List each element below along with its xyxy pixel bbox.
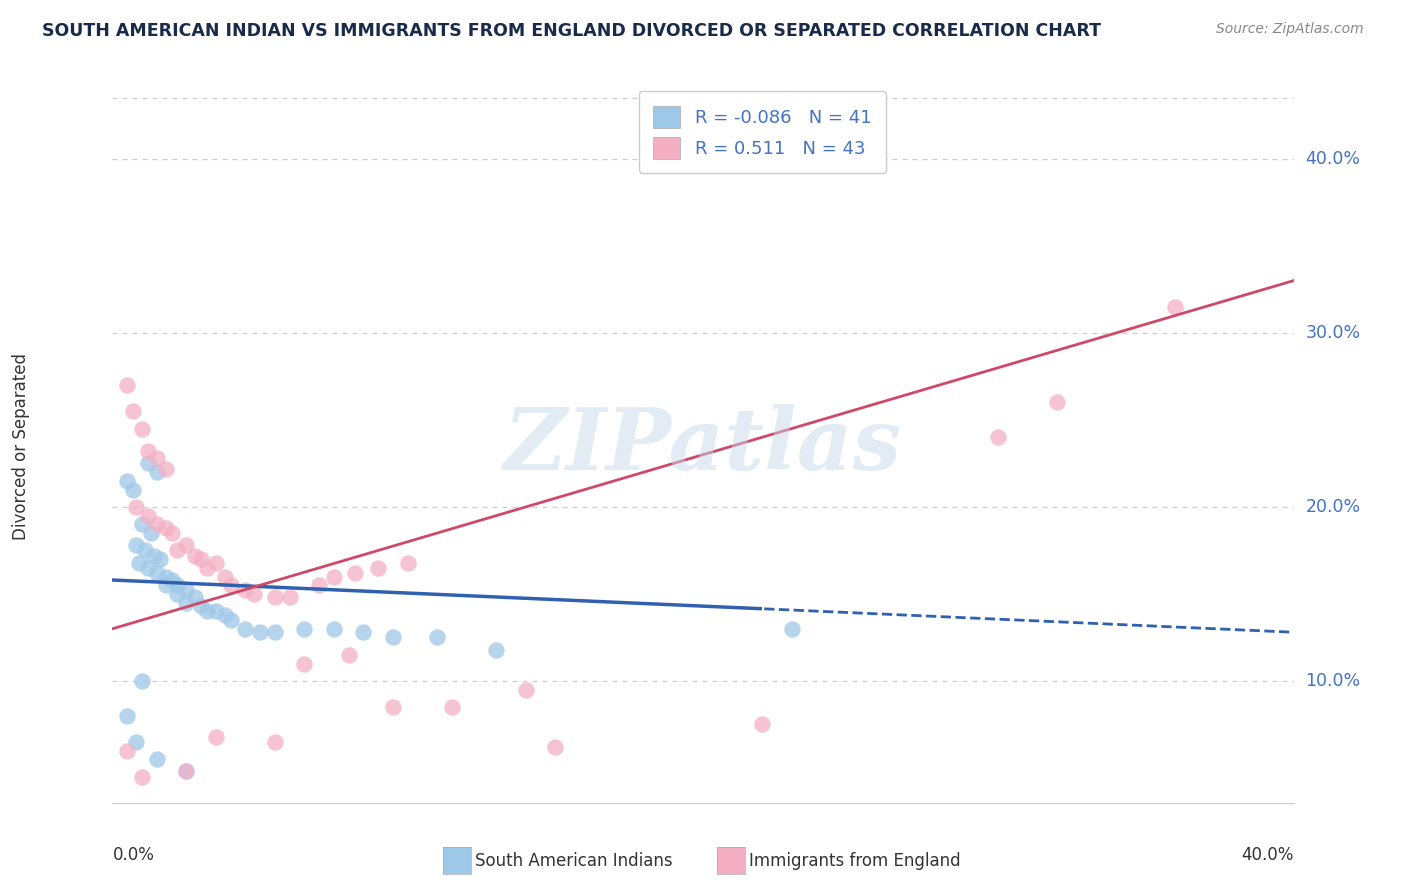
- Point: [160, 526, 183, 541]
- Text: Divorced or Separated: Divorced or Separated: [11, 352, 30, 540]
- Point: [149, 552, 172, 566]
- Legend: R = -0.086   N = 41, R = 0.511   N = 43: R = -0.086 N = 41, R = 0.511 N = 43: [638, 91, 886, 173]
- Point: [131, 673, 153, 688]
- Point: [146, 451, 169, 466]
- Point: [174, 764, 197, 779]
- Text: Source: ZipAtlas.com: Source: ZipAtlas.com: [1216, 22, 1364, 37]
- Point: [131, 517, 153, 532]
- Point: [205, 556, 228, 570]
- Point: [308, 578, 330, 592]
- Point: [160, 573, 183, 587]
- Point: [233, 622, 256, 636]
- Text: Immigrants from England: Immigrants from England: [749, 852, 962, 870]
- Point: [382, 700, 405, 714]
- Point: [174, 583, 197, 598]
- Point: [136, 457, 159, 471]
- Point: [155, 569, 177, 583]
- Text: 40.0%: 40.0%: [1241, 847, 1294, 864]
- Point: [117, 474, 138, 488]
- Point: [323, 622, 346, 636]
- Point: [142, 549, 165, 563]
- Point: [780, 622, 803, 636]
- Point: [139, 526, 162, 541]
- Point: [343, 566, 366, 580]
- Point: [292, 657, 315, 671]
- Point: [122, 483, 145, 497]
- Point: [166, 587, 188, 601]
- Point: [184, 549, 207, 563]
- Point: [1046, 395, 1069, 409]
- Point: [155, 521, 177, 535]
- Text: 40.0%: 40.0%: [1305, 150, 1361, 168]
- Point: [117, 743, 138, 757]
- Text: 10.0%: 10.0%: [1305, 672, 1361, 690]
- Point: [125, 500, 148, 514]
- Point: [396, 556, 419, 570]
- Point: [174, 538, 197, 552]
- Text: South American Indians: South American Indians: [475, 852, 673, 870]
- Point: [134, 543, 156, 558]
- Point: [292, 622, 315, 636]
- Point: [426, 631, 449, 645]
- Point: [146, 566, 169, 580]
- Point: [190, 599, 212, 614]
- Point: [243, 587, 266, 601]
- Point: [131, 770, 153, 784]
- Point: [441, 700, 464, 714]
- Point: [146, 517, 169, 532]
- Point: [195, 561, 218, 575]
- Point: [352, 625, 374, 640]
- Point: [515, 682, 537, 697]
- Point: [128, 556, 150, 570]
- Point: [205, 730, 228, 744]
- Point: [544, 740, 567, 755]
- Point: [264, 625, 287, 640]
- Point: [219, 613, 242, 627]
- Point: [367, 561, 389, 575]
- Point: [155, 461, 177, 475]
- Point: [136, 508, 159, 523]
- Point: [122, 404, 145, 418]
- Point: [323, 569, 346, 583]
- Point: [117, 378, 138, 392]
- Point: [125, 538, 148, 552]
- Point: [278, 591, 301, 605]
- Point: [136, 561, 159, 575]
- Point: [751, 717, 773, 731]
- Point: [184, 591, 207, 605]
- Point: [136, 444, 159, 458]
- Point: [117, 708, 138, 723]
- Point: [214, 607, 236, 622]
- Point: [219, 578, 242, 592]
- Point: [195, 604, 218, 618]
- Text: 30.0%: 30.0%: [1305, 324, 1361, 342]
- Point: [125, 735, 148, 749]
- Point: [174, 764, 197, 779]
- Text: 20.0%: 20.0%: [1305, 498, 1361, 516]
- Point: [190, 552, 212, 566]
- Point: [1164, 300, 1187, 314]
- Point: [146, 752, 169, 766]
- Point: [249, 625, 271, 640]
- Text: ZIPatlas: ZIPatlas: [503, 404, 903, 488]
- Point: [174, 596, 197, 610]
- Point: [987, 430, 1010, 444]
- Point: [166, 543, 188, 558]
- Point: [264, 735, 287, 749]
- Point: [214, 569, 236, 583]
- Point: [264, 591, 287, 605]
- Text: SOUTH AMERICAN INDIAN VS IMMIGRANTS FROM ENGLAND DIVORCED OR SEPARATED CORRELATI: SOUTH AMERICAN INDIAN VS IMMIGRANTS FROM…: [42, 22, 1101, 40]
- Point: [131, 421, 153, 435]
- Point: [205, 604, 228, 618]
- Point: [485, 642, 508, 657]
- Point: [146, 465, 169, 479]
- Point: [337, 648, 360, 662]
- Point: [155, 578, 177, 592]
- Point: [166, 578, 188, 592]
- Text: 0.0%: 0.0%: [112, 847, 155, 864]
- Point: [382, 631, 405, 645]
- Point: [233, 583, 256, 598]
